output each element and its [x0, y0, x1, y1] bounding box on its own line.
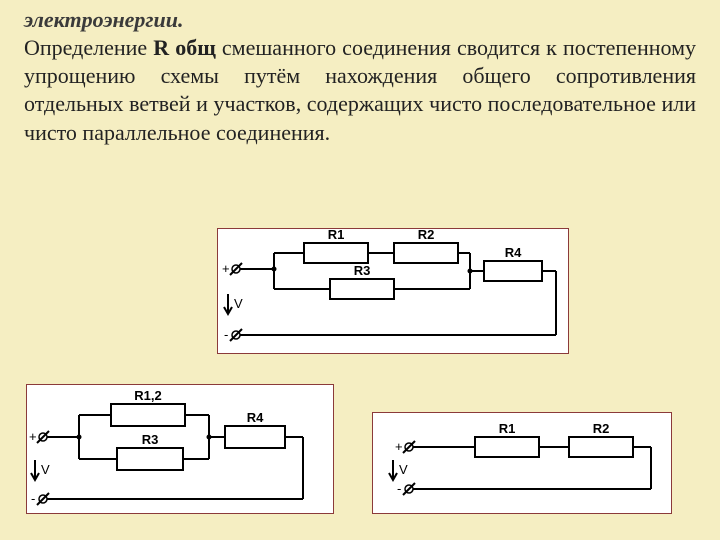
svg-text:R4: R4 — [505, 245, 522, 260]
circuit-diagram-1: + - V R1 R2 R3 R4 — [217, 228, 569, 354]
svg-text:+: + — [29, 429, 37, 444]
svg-text:V: V — [234, 296, 243, 311]
svg-text:R4: R4 — [247, 410, 264, 425]
circuit-diagram-2: + -V R1,2 R3 R4 — [26, 384, 334, 514]
svg-text:R3: R3 — [142, 432, 159, 447]
svg-text:+: + — [222, 261, 230, 276]
svg-text:R2: R2 — [418, 229, 435, 242]
circuit-diagram-3: + - V R1 R2 — [372, 412, 672, 514]
svg-text:-: - — [397, 481, 401, 496]
text-block: электроэнергии. Определение R общ смешан… — [0, 0, 720, 155]
heading-fragment: электроэнергии. — [24, 6, 696, 34]
svg-text:R3: R3 — [354, 263, 371, 278]
definition-paragraph: Определение R общ смешанного соединения … — [24, 34, 696, 147]
para-seg-1: Определение — [24, 35, 153, 60]
svg-text:R1,2: R1,2 — [134, 388, 161, 403]
svg-text:R1: R1 — [499, 421, 516, 436]
svg-text:R1: R1 — [328, 229, 345, 242]
svg-text:V: V — [41, 462, 50, 477]
para-bold-r: R общ — [153, 35, 216, 60]
svg-text:R2: R2 — [593, 421, 610, 436]
svg-text:-: - — [224, 327, 228, 342]
svg-text:-: - — [31, 491, 35, 506]
svg-text:+: + — [395, 439, 403, 454]
svg-text:V: V — [399, 462, 408, 477]
